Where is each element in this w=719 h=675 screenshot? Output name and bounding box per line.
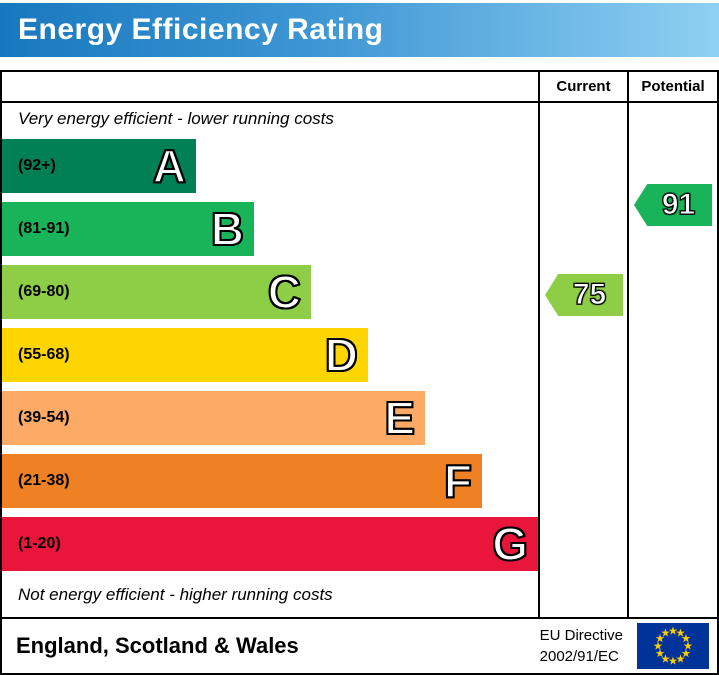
current-column-divider bbox=[538, 72, 540, 617]
band-row: (55-68) D bbox=[2, 323, 538, 386]
band-row: (69-80) C bbox=[2, 260, 538, 323]
band-row: (92+) A bbox=[2, 134, 538, 197]
current-rating-pointer: 75 bbox=[545, 274, 623, 316]
chart-frame: Current Potential Very energy efficient … bbox=[0, 70, 719, 675]
eu-directive-line2: 2002/91/EC bbox=[539, 648, 619, 665]
band-c-range: (69-80) bbox=[18, 282, 70, 300]
band-c-letter: C bbox=[267, 265, 302, 318]
band-c: (69-80) C bbox=[2, 264, 311, 319]
band-f-range: (21-38) bbox=[18, 471, 70, 489]
band-b-letter: B bbox=[210, 202, 245, 255]
band-d-range: (55-68) bbox=[18, 345, 70, 363]
column-header-divider bbox=[2, 101, 717, 103]
band-row: (39-54) E bbox=[2, 386, 538, 449]
page-title: Energy Efficiency Rating bbox=[18, 13, 384, 46]
band-e-letter: E bbox=[383, 391, 416, 444]
band-g: (1-20) G bbox=[2, 516, 538, 571]
potential-rating-pointer: 91 bbox=[634, 184, 712, 226]
current-rating-value: 75 bbox=[572, 278, 607, 312]
potential-column-divider bbox=[627, 72, 629, 617]
potential-rating-value: 91 bbox=[661, 188, 696, 222]
eu-flag-icon bbox=[637, 623, 709, 669]
top-note: Very energy efficient - lower running co… bbox=[18, 109, 334, 128]
band-e: (39-54) E bbox=[2, 390, 425, 445]
band-f: (21-38) F bbox=[2, 453, 482, 508]
potential-column-header: Potential bbox=[641, 78, 705, 95]
region-label: England, Scotland & Wales bbox=[16, 633, 299, 658]
eu-directive-label: EU Directive 2002/91/EC bbox=[540, 625, 623, 667]
bottom-note: Not energy efficient - higher running co… bbox=[18, 585, 333, 604]
current-column-header: Current bbox=[556, 78, 611, 95]
band-row: (21-38) F bbox=[2, 449, 538, 512]
band-d: (55-68) D bbox=[2, 327, 368, 382]
band-row: (81-91) B bbox=[2, 197, 538, 260]
band-g-letter: G bbox=[491, 517, 529, 570]
band-a-range: (92+) bbox=[18, 156, 56, 174]
band-b-range: (81-91) bbox=[18, 219, 70, 237]
band-a: (92+) A bbox=[2, 138, 196, 193]
footer: England, Scotland & Wales EU Directive 2… bbox=[2, 617, 717, 673]
band-b: (81-91) B bbox=[2, 201, 254, 256]
band-e-range: (39-54) bbox=[18, 408, 70, 426]
band-a-letter: A bbox=[152, 139, 187, 192]
band-d-letter: D bbox=[324, 328, 359, 381]
title-bar: Energy Efficiency Rating bbox=[0, 3, 719, 57]
band-row: (1-20) G bbox=[2, 512, 538, 575]
eu-directive-line1: EU Directive bbox=[539, 627, 623, 644]
band-f-letter: F bbox=[443, 454, 473, 507]
band-g-range: (1-20) bbox=[18, 534, 61, 552]
rating-bands: (92+) A (81-91) B (69-80) C (55-68) bbox=[2, 134, 538, 575]
